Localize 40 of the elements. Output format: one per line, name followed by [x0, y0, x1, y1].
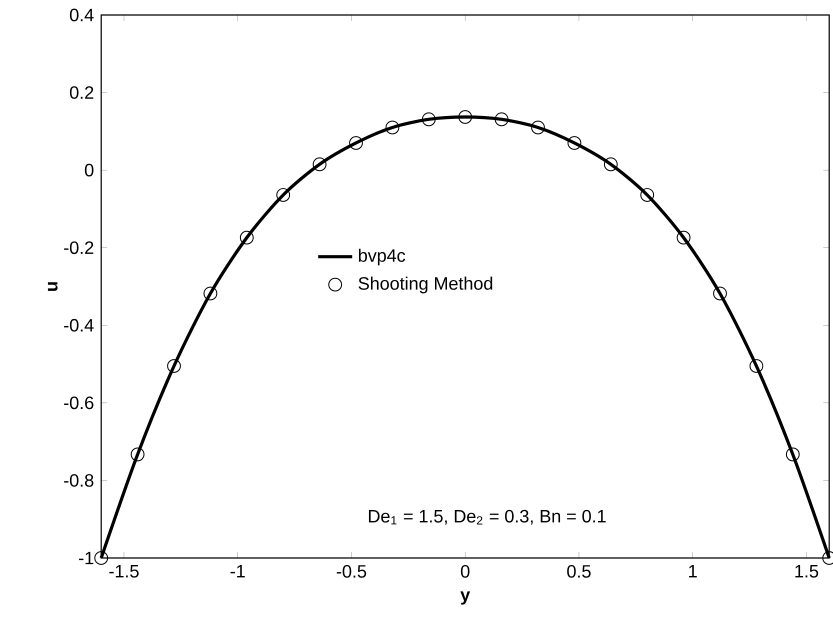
- x-tick-label: -1.5: [109, 565, 139, 578]
- point: [276, 188, 290, 202]
- x-tick-label: 1: [689, 565, 697, 578]
- point: [786, 448, 800, 462]
- point: [204, 286, 218, 300]
- x-tick-label: 0.5: [567, 565, 591, 578]
- legend-label: bvp4c: [358, 248, 406, 266]
- x-tick-label: -0.5: [336, 565, 366, 578]
- point: [676, 230, 690, 245]
- legend-label: Shooting Method: [358, 276, 492, 294]
- y-axis-title: u: [48, 282, 58, 291]
- point: [750, 359, 764, 373]
- y-tick-label: -0.2: [64, 241, 94, 254]
- y-tick-label: 0: [84, 164, 94, 176]
- point: [568, 136, 582, 150]
- annotation: De$_{1}$ = 1.5, De$_{2}$ = 0.3, Bn = 0.1: [368, 510, 606, 525]
- y-tick-label: 0.2: [70, 86, 94, 99]
- x-axis-title: y: [460, 591, 470, 605]
- point: [240, 230, 254, 245]
- point: [422, 112, 436, 126]
- y-tick-label: -0.8: [64, 474, 94, 487]
- point: [312, 157, 326, 172]
- y-tick-label: -1: [79, 552, 94, 564]
- point: [531, 120, 545, 134]
- point: [130, 448, 144, 462]
- point: [167, 359, 181, 373]
- point: [604, 157, 618, 172]
- point: [94, 551, 108, 565]
- point: [349, 136, 363, 150]
- point: [713, 286, 727, 300]
- x-tick-label: 0: [460, 565, 470, 578]
- point: [640, 188, 654, 202]
- point: [386, 120, 400, 134]
- point: [494, 112, 508, 126]
- y-tick-label: -0.6: [64, 396, 94, 410]
- x-tick-label: 1.5: [795, 565, 818, 578]
- y-tick-label: -0.4: [64, 318, 94, 332]
- point: [458, 110, 472, 124]
- y-tick-label: 0.4: [70, 8, 94, 22]
- x-tick-label: -1: [230, 565, 245, 578]
